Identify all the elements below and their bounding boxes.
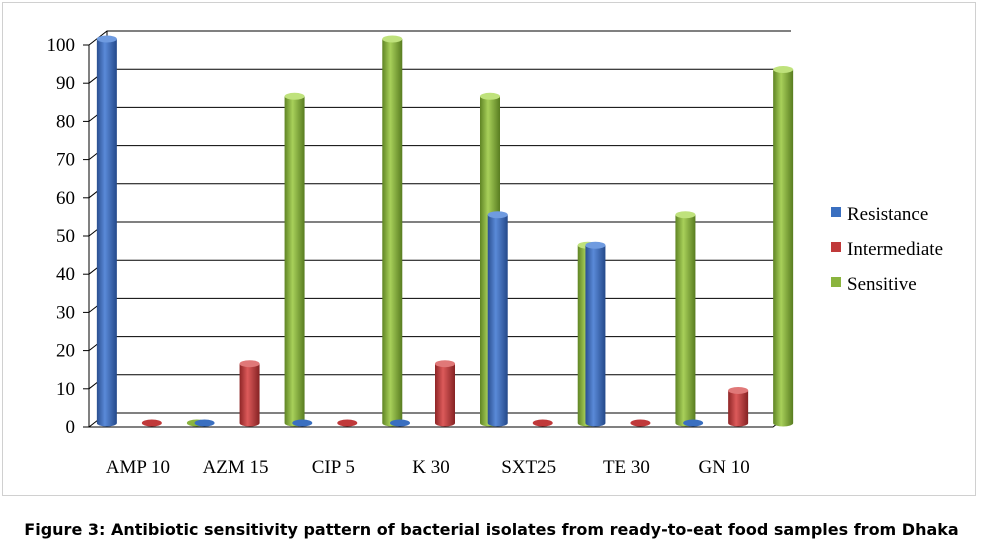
y-tick-label: 30 xyxy=(56,302,75,323)
bar xyxy=(390,419,410,427)
chart-frame: 0 10 20 30 40 50 60 70 80 90 100 AMP 10 AZM 15 CIP 5 K… xyxy=(2,2,976,496)
bar xyxy=(683,419,704,427)
bar xyxy=(487,211,508,427)
bar-body xyxy=(382,39,403,427)
tick-labels: 0 10 20 30 40 50 60 70 80 90 100 AMP 10 AZM 15 CIP 5 K… xyxy=(47,35,750,478)
legend: Resistance Intermediate Sensitive xyxy=(831,204,943,295)
bar-top xyxy=(675,211,696,219)
gridline xyxy=(88,106,791,122)
bar xyxy=(630,419,651,427)
bar-zero xyxy=(683,419,704,427)
x-tick-label: TE 30 xyxy=(603,457,650,478)
y-tick-label: 70 xyxy=(56,150,75,171)
bar-body xyxy=(96,39,117,427)
x-tick-label: K 30 xyxy=(412,457,449,478)
gridline xyxy=(88,183,791,199)
bar-top xyxy=(773,66,794,74)
bar-top xyxy=(96,35,117,43)
bar-top xyxy=(284,92,305,100)
bar-zero xyxy=(337,419,358,427)
bar-zero xyxy=(141,419,162,427)
legend-label: Resistance xyxy=(847,204,928,225)
bar-top xyxy=(585,241,606,249)
bar-body xyxy=(675,214,696,427)
x-tick-label: AZM 15 xyxy=(203,457,269,478)
gridline xyxy=(88,68,791,84)
bar-top xyxy=(487,211,508,219)
bar xyxy=(773,66,794,427)
legend-swatch xyxy=(831,207,841,217)
legend-label: Sensitive xyxy=(847,274,917,295)
bar xyxy=(284,92,305,427)
x-tick-label: AMP 10 xyxy=(106,457,170,478)
bar-top xyxy=(382,35,403,43)
y-tick-label: 90 xyxy=(56,73,75,94)
bar-zero xyxy=(292,419,313,427)
bar-body xyxy=(435,363,455,427)
bar xyxy=(194,419,215,427)
bar xyxy=(728,386,749,427)
bar-zero xyxy=(532,419,553,427)
legend-swatch xyxy=(831,242,841,252)
figure-caption: Figure 3: Antibiotic sensitivity pattern… xyxy=(24,520,959,539)
x-tick-label: SXT25 xyxy=(501,457,556,478)
bars xyxy=(96,35,794,427)
bar xyxy=(337,419,358,427)
bar xyxy=(532,419,553,427)
bar-body xyxy=(728,390,749,427)
bar-zero xyxy=(194,419,215,427)
bar xyxy=(292,419,313,427)
bar xyxy=(435,360,455,427)
bar-top xyxy=(239,360,260,368)
gridline xyxy=(88,30,791,46)
bar-zero xyxy=(630,419,651,427)
x-tick-label: GN 10 xyxy=(699,457,750,478)
y-tick-label: 80 xyxy=(56,111,75,132)
bar-zero xyxy=(390,419,410,427)
bar-top xyxy=(480,92,500,100)
bar-body xyxy=(585,245,606,427)
bar xyxy=(382,35,403,427)
bar-top xyxy=(728,386,749,394)
bar xyxy=(239,360,260,427)
gridline xyxy=(88,145,791,160)
y-tick-label: 40 xyxy=(56,264,75,285)
bar-body xyxy=(239,363,260,427)
y-tick-label: 60 xyxy=(56,188,75,209)
y-tick-label: 100 xyxy=(47,35,76,56)
bar-body xyxy=(773,69,794,427)
bar-top xyxy=(435,360,455,368)
bar-body xyxy=(284,96,305,427)
bar-body xyxy=(487,214,508,427)
bar-chart: 0 10 20 30 40 50 60 70 80 90 100 AMP 10 AZM 15 CIP 5 K… xyxy=(47,30,943,478)
bar xyxy=(96,35,117,427)
bar xyxy=(585,241,606,427)
bar xyxy=(675,211,696,427)
y-tick-label: 10 xyxy=(56,379,75,400)
y-tick-label: 20 xyxy=(56,341,75,362)
y-tick-label: 0 xyxy=(66,417,76,438)
legend-swatch xyxy=(831,277,841,287)
y-tick-label: 50 xyxy=(56,226,75,247)
x-tick-label: CIP 5 xyxy=(312,457,355,478)
legend-label: Intermediate xyxy=(847,239,943,260)
bar xyxy=(141,419,162,427)
